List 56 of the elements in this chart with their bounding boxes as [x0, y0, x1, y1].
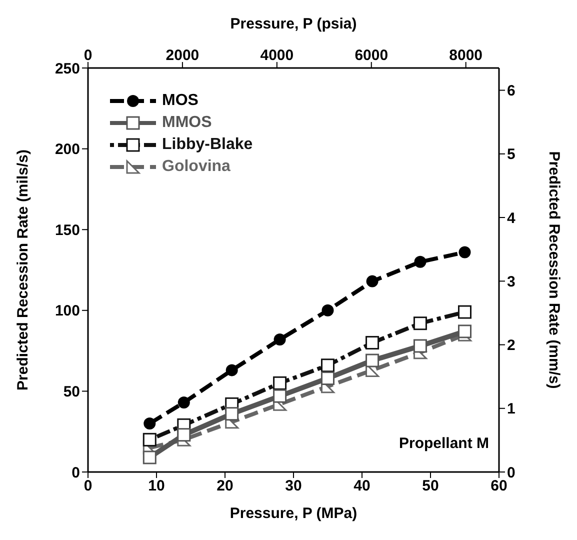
- point: [142, 432, 156, 446]
- y2-axis-title: Predicted Recession Rate (mm/s): [546, 151, 563, 389]
- point: [321, 358, 334, 372]
- point: [273, 389, 287, 403]
- x2-tick-label: 4000: [260, 47, 294, 64]
- point: [274, 333, 286, 346]
- point: [413, 339, 427, 353]
- point: [177, 428, 191, 442]
- y2-tick-label: 2: [507, 337, 516, 354]
- x-tick-label: 40: [354, 478, 370, 495]
- legend-label: Golovina: [162, 158, 230, 176]
- point: [458, 246, 471, 258]
- annotation: Propellant M: [398, 435, 489, 452]
- point: [414, 256, 426, 268]
- x2-axis-title: Pressure, P (psia): [230, 16, 357, 33]
- legend-label: MMOS: [162, 114, 212, 132]
- y2-tick-label: 1: [507, 400, 516, 418]
- point: [366, 336, 380, 350]
- y2-tick-label: 6: [507, 82, 516, 100]
- point: [458, 324, 472, 338]
- y-tick-label: 250: [54, 60, 80, 78]
- x-tick-label: 20: [216, 478, 234, 495]
- x2-tick-label: 8000: [449, 47, 483, 64]
- point: [225, 407, 239, 421]
- y-axis-title: Predicted Recession Rate (mils/s): [14, 150, 32, 390]
- y-tick-label: 150: [54, 222, 80, 239]
- point: [413, 316, 427, 330]
- x-tick-label: 10: [148, 478, 165, 495]
- point: [366, 354, 380, 368]
- y2-tick-label: 5: [507, 146, 516, 164]
- x-tick-label: 0: [84, 478, 92, 495]
- point: [458, 305, 472, 319]
- point: [273, 376, 287, 390]
- y-tick-label: 100: [54, 302, 80, 320]
- x-tick-label: 60: [490, 478, 508, 495]
- point: [144, 418, 156, 430]
- point: [178, 396, 190, 409]
- point: [322, 304, 334, 316]
- point: [366, 275, 378, 288]
- x2-tick-label: 6000: [354, 47, 388, 64]
- point: [226, 364, 238, 376]
- x-axis-title: Pressure, P (MPa): [230, 505, 358, 522]
- y-tick-label: 200: [54, 141, 80, 158]
- x2-tick-label: 2000: [166, 47, 200, 64]
- y-tick-label: 50: [63, 384, 80, 401]
- y-tick-label: 0: [72, 464, 80, 482]
- legend-label: MOS: [162, 92, 198, 110]
- point: [142, 450, 156, 464]
- y2-tick-label: 0: [507, 464, 516, 482]
- x-tick-label: 50: [422, 478, 439, 495]
- point: [321, 372, 334, 386]
- legend-label: Libby-Blake: [162, 136, 253, 154]
- x-tick-label: 30: [285, 478, 302, 495]
- y2-tick-label: 4: [507, 210, 516, 227]
- y2-tick-label: 3: [507, 273, 516, 290]
- x2-tick-label: 0: [84, 47, 92, 64]
